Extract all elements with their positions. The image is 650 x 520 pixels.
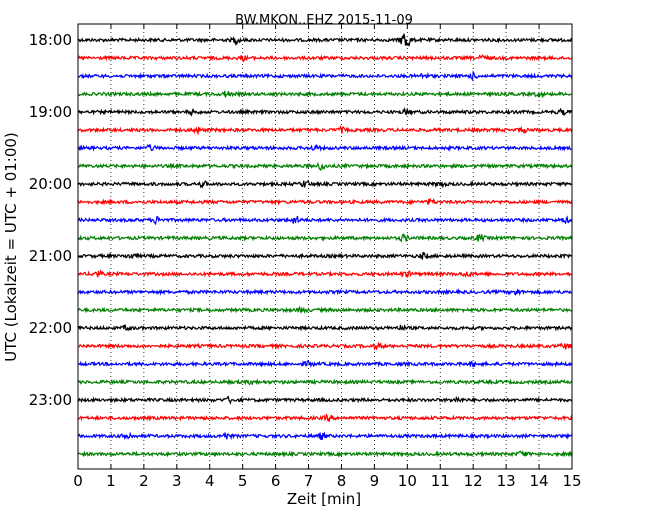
y-axis-label: UTC (Lokalzeit = UTC + 01:00) bbox=[2, 132, 20, 362]
y-tick-label: 22:00 bbox=[29, 319, 72, 337]
chart-title: BW.MKON..EHZ 2015-11-09 bbox=[235, 13, 413, 28]
x-tick-label: 7 bbox=[304, 472, 314, 490]
y-tick-label: 18:00 bbox=[29, 31, 72, 49]
seismic-trace bbox=[77, 143, 573, 152]
x-tick-label: 1 bbox=[106, 472, 116, 490]
seismic-trace bbox=[77, 33, 572, 47]
x-tick-label: 2 bbox=[139, 472, 149, 490]
seismic-trace bbox=[78, 305, 573, 315]
x-tick-label: 13 bbox=[497, 472, 516, 490]
x-axis-label: Zeit [min] bbox=[287, 490, 361, 508]
seismic-trace bbox=[77, 215, 573, 226]
seismic-trace bbox=[77, 54, 573, 62]
seismic-trace bbox=[77, 233, 573, 243]
seismic-trace bbox=[77, 179, 573, 189]
x-tick-label: 14 bbox=[530, 472, 549, 490]
seismic-trace bbox=[77, 197, 573, 206]
seismic-trace bbox=[77, 378, 573, 386]
x-tick-label: 4 bbox=[205, 472, 215, 490]
seismic-trace bbox=[77, 449, 573, 458]
x-tick-label: 6 bbox=[271, 472, 281, 490]
x-tick-label: 8 bbox=[337, 472, 347, 490]
seismic-trace bbox=[77, 90, 573, 99]
x-tick-label: 12 bbox=[464, 472, 483, 490]
x-tick-label: 0 bbox=[73, 472, 83, 490]
plot-area-frame bbox=[77, 23, 573, 470]
y-tick-label: 20:00 bbox=[29, 175, 72, 193]
x-tick-label: 10 bbox=[398, 472, 417, 490]
seismic-trace bbox=[77, 288, 573, 297]
seismic-trace bbox=[77, 70, 573, 82]
seismic-trace bbox=[77, 124, 573, 136]
x-tick-label: 5 bbox=[238, 472, 248, 490]
seismic-trace bbox=[77, 323, 573, 332]
y-tick-label: 23:00 bbox=[29, 391, 72, 409]
seismic-traces bbox=[77, 33, 573, 458]
seismic-trace bbox=[77, 395, 573, 405]
y-tick-label: 21:00 bbox=[29, 247, 72, 265]
seismic-trace bbox=[77, 359, 573, 369]
x-tick-label: 9 bbox=[370, 472, 380, 490]
seismic-trace bbox=[77, 106, 573, 118]
seismic-trace bbox=[77, 342, 573, 351]
seismic-trace bbox=[77, 431, 573, 441]
seismic-trace bbox=[77, 413, 573, 422]
x-tick-label: 3 bbox=[172, 472, 182, 490]
seismic-trace bbox=[77, 269, 573, 278]
seismic-trace bbox=[77, 161, 572, 172]
x-tick-label: 11 bbox=[431, 472, 450, 490]
seismic-trace bbox=[77, 251, 573, 260]
x-tick-label: 15 bbox=[562, 472, 581, 490]
axis-ticks: 0 1 2 3 4 5 6 7 8 9 10 11 12 13 14 1518:0019:0020:0021:… bbox=[29, 24, 582, 490]
y-tick-label: 19:00 bbox=[29, 103, 72, 121]
